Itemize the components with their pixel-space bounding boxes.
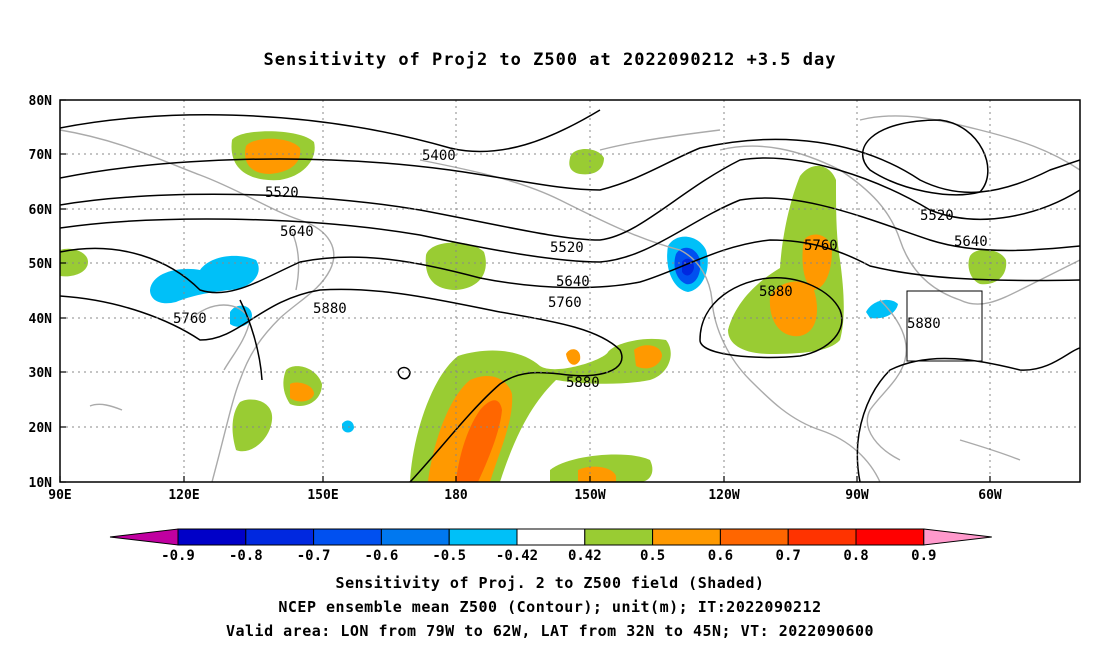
lon-label: 60W: [978, 488, 1002, 503]
colorbar-arrow-left: [109, 528, 179, 546]
lat-label: 50N: [29, 257, 53, 272]
colorbar-swatch: [448, 528, 518, 546]
colorbar-swatch: [313, 528, 382, 546]
lat-label: 70N: [29, 148, 53, 163]
caption-line-3: Valid area: LON from 79W to 62W, LAT fro…: [225, 622, 875, 640]
axis-ticks: [59, 99, 991, 483]
coastlines: [60, 115, 1080, 482]
contour-label: 5880: [566, 375, 600, 391]
valid-area-box: [906, 290, 983, 362]
colorbar-swatch: [516, 528, 586, 546]
z500-contours: [60, 109, 1080, 482]
lon-label: 150W: [574, 488, 605, 503]
caption-line-1: Sensitivity of Proj. 2 to Z500 field (Sh…: [335, 574, 765, 592]
colorbar-swatch: [584, 528, 654, 546]
lat-label: 40N: [29, 312, 53, 327]
shade-cyan: [150, 236, 898, 433]
contour-label: 5640: [954, 234, 988, 250]
lon-label: 90E: [48, 488, 71, 503]
colorbar-label: -0.7: [297, 548, 331, 564]
colorbar-swatch: [380, 528, 450, 546]
colorbar-label: 0.9: [911, 548, 936, 564]
caption-line-2: NCEP ensemble mean Z500 (Contour); unit(…: [278, 598, 822, 616]
sensitivity-shading: [60, 131, 1007, 482]
contour-label: 5400: [422, 148, 456, 164]
colorbar-swatch: [719, 528, 789, 546]
lon-label: 150E: [307, 488, 338, 503]
colorbar-swatch: [855, 528, 925, 546]
colorbar-swatch: [652, 528, 721, 546]
colorbar-swatch: [177, 528, 247, 546]
colorbar-label: -0.9: [161, 548, 195, 564]
colorbar-swatch: [787, 528, 857, 546]
map-frame: [59, 99, 1081, 483]
lat-label: 30N: [29, 366, 53, 381]
colorbar-label: -0.6: [365, 548, 399, 564]
lon-label: 90W: [845, 488, 869, 503]
lat-label: 10N: [29, 476, 53, 491]
chart-title: Sensitivity of Proj2 to Z500 at 20220902…: [263, 50, 837, 70]
lat-labels: 80N 70N 60N 50N 40N 30N 20N 10N: [29, 94, 53, 491]
map-grid: [60, 100, 1080, 482]
lon-label: 120E: [168, 488, 199, 503]
colorbar: -0.9 -0.8 -0.7 -0.6 -0.5 -0.42 0.42 0.5 0.6 0.7 0.…: [109, 528, 992, 564]
colorbar-swatch: [245, 528, 315, 546]
lat-label: 20N: [29, 421, 53, 436]
colorbar-label: 0.6: [708, 548, 733, 564]
contour-label: 5880: [313, 301, 347, 317]
lon-label: 120W: [708, 488, 739, 503]
contour-label-group: 5400 5520 5520 5520 5640 5640 5640 5760 …: [173, 148, 988, 391]
colorbar-label: 0.42: [568, 548, 602, 564]
lon-labels: 90E 120E 150E 180 150W 120W 90W 60W: [48, 488, 1002, 503]
contour-label: 5880: [759, 284, 793, 300]
contour-label: 5760: [548, 295, 582, 311]
contour-label: 5640: [556, 274, 590, 290]
colorbar-label: -0.42: [496, 548, 538, 564]
contour-label: 5880: [907, 316, 941, 332]
contour-label: 5640: [280, 224, 314, 240]
contour-label: 5520: [265, 185, 299, 201]
colorbar-label: 0.7: [776, 548, 801, 564]
contour-label: 5520: [550, 240, 584, 256]
colorbar-label: 0.8: [843, 548, 868, 564]
lat-label: 60N: [29, 203, 53, 218]
colorbar-label: -0.5: [432, 548, 466, 564]
contour-label: 5760: [173, 311, 207, 327]
colorbar-label: -0.8: [229, 548, 263, 564]
contour-label: 5760: [804, 238, 838, 254]
contour-label: 5520: [920, 208, 954, 224]
lat-label: 80N: [29, 94, 53, 109]
lon-label: 180: [444, 488, 468, 503]
colorbar-arrow-right: [923, 528, 992, 546]
colorbar-label: 0.5: [640, 548, 665, 564]
shade-darkorange: [456, 400, 502, 482]
